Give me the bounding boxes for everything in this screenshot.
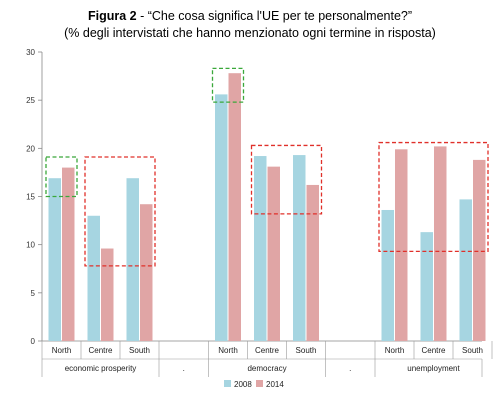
bar-2008 bbox=[459, 199, 472, 341]
x-group-label: unemployment bbox=[407, 364, 460, 373]
bar-2014 bbox=[267, 166, 280, 341]
x-category-label: Centre bbox=[255, 346, 280, 355]
chart-subtitle: (% degli intervistati che hanno menziona… bbox=[64, 26, 436, 40]
legend: 2008 2014 bbox=[224, 380, 284, 389]
bar-layer bbox=[48, 73, 486, 342]
title-figure-label: Figura 2 bbox=[88, 9, 137, 23]
x-category-label: North bbox=[52, 346, 72, 355]
chart-title: Figura 2 - “Che cosa significa l'UE per … bbox=[88, 9, 412, 23]
y-tick-label: 30 bbox=[26, 48, 35, 57]
y-tick-label: 25 bbox=[26, 96, 35, 105]
x-category-label: South bbox=[462, 346, 483, 355]
y-tick-label: 5 bbox=[31, 289, 36, 298]
x-category-label: Centre bbox=[421, 346, 446, 355]
bar-2014 bbox=[101, 248, 114, 341]
axis-layer: 0 5 10 15 20 25 30 North Centre South North Centre S… bbox=[26, 48, 493, 377]
bar-2014 bbox=[434, 146, 447, 341]
highlight-box-red bbox=[84, 156, 156, 267]
bar-2008 bbox=[254, 156, 267, 341]
y-tick-label: 0 bbox=[31, 337, 36, 346]
bar-2014 bbox=[473, 159, 486, 341]
bar-2014 bbox=[140, 204, 153, 341]
x-category-label: North bbox=[385, 346, 405, 355]
highlight-box-green bbox=[45, 156, 78, 198]
bar-2014 bbox=[62, 167, 75, 341]
x-category-label: South bbox=[129, 346, 150, 355]
bar-2008 bbox=[48, 178, 61, 341]
x-group-label: . bbox=[183, 364, 185, 373]
bar-2014 bbox=[395, 149, 408, 341]
highlight-box-red bbox=[378, 141, 489, 253]
x-group-label: . bbox=[349, 364, 351, 373]
legend-label-2014: 2014 bbox=[266, 380, 284, 389]
x-category-label: North bbox=[218, 346, 238, 355]
x-group-label: democracy bbox=[247, 364, 286, 373]
y-tick-label: 10 bbox=[26, 241, 35, 250]
highlight-box-green bbox=[211, 67, 245, 103]
highlight-box-red bbox=[250, 144, 323, 215]
x-category-label: Centre bbox=[88, 346, 113, 355]
y-tick-label: 20 bbox=[26, 144, 35, 153]
x-group-label: economic prosperity bbox=[65, 364, 137, 373]
legend-swatch-2008 bbox=[224, 380, 231, 387]
bar-2014 bbox=[228, 73, 241, 342]
legend-label-2008: 2008 bbox=[234, 380, 252, 389]
bar-2008 bbox=[126, 178, 139, 341]
highlight-layer bbox=[45, 67, 489, 267]
title-question: - “Che cosa significa l'UE per te person… bbox=[137, 9, 412, 23]
bar-2008 bbox=[215, 94, 228, 342]
bar-2008 bbox=[87, 215, 100, 341]
bar-2014 bbox=[306, 184, 319, 341]
bar-2008 bbox=[420, 232, 433, 341]
x-category-label: South bbox=[296, 346, 317, 355]
legend-swatch-2014 bbox=[256, 380, 263, 387]
y-tick-label: 15 bbox=[26, 193, 35, 202]
bar-2008 bbox=[381, 209, 394, 341]
bar-2008 bbox=[293, 155, 306, 341]
